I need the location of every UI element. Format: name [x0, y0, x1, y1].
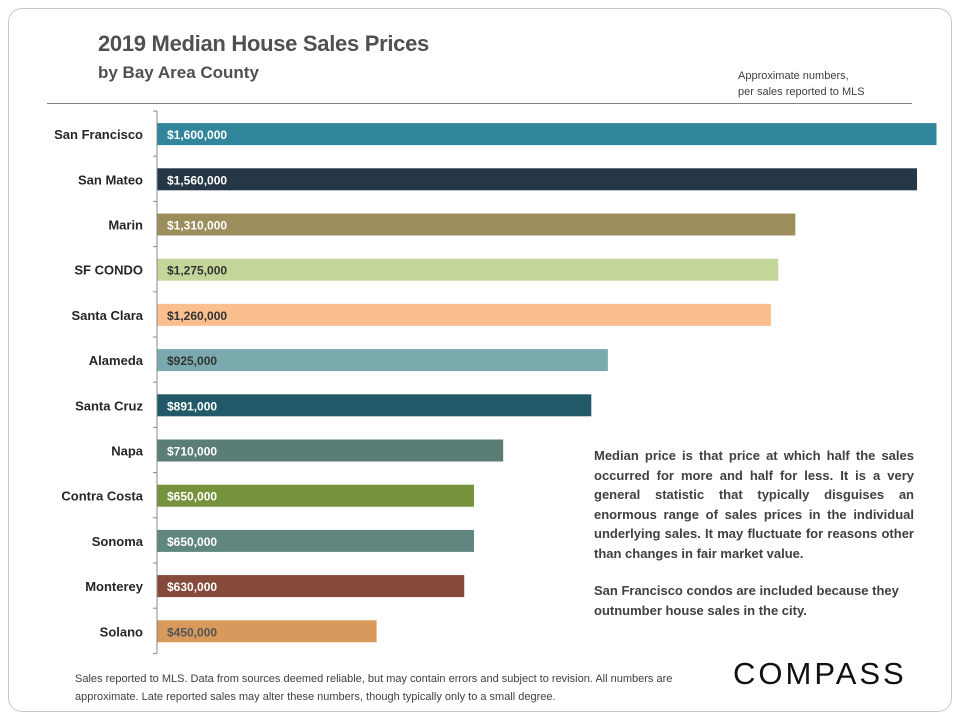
bar	[157, 213, 796, 236]
category-label: Solano	[100, 624, 143, 639]
bar	[157, 484, 474, 507]
data-label: $925,000	[167, 354, 217, 368]
bar	[157, 439, 504, 462]
category-label: Alameda	[89, 353, 144, 368]
data-label: $1,260,000	[167, 309, 227, 323]
category-label: Sonoma	[92, 534, 144, 549]
chart-note: Approximate numbers, per sales reported …	[738, 68, 865, 100]
note-line-2: per sales reported to MLS	[738, 86, 865, 98]
bar	[157, 394, 592, 417]
category-label: Santa Clara	[71, 308, 143, 323]
bar	[157, 575, 465, 598]
data-label: $710,000	[167, 445, 217, 459]
category-label: San Mateo	[78, 172, 143, 187]
category-label: Santa Cruz	[75, 398, 143, 413]
chart-title: 2019 Median House Sales Prices	[98, 31, 429, 56]
data-label: $630,000	[167, 580, 217, 594]
data-label: $1,600,000	[167, 128, 227, 142]
category-label: Marin	[108, 218, 143, 233]
category-label: Contra Costa	[61, 489, 143, 504]
footer-disclaimer: Sales reported to MLS. Data from sources…	[75, 673, 673, 703]
note-line-1: Approximate numbers,	[738, 70, 849, 82]
chart-subtitle: by Bay Area County	[98, 63, 259, 82]
explanation-text: Median price is that price at which half…	[594, 446, 914, 638]
explanation-paragraph-2: San Francisco condos are included becaus…	[594, 583, 899, 618]
data-label: $891,000	[167, 399, 217, 413]
bar	[157, 168, 918, 191]
category-label: Napa	[111, 444, 144, 459]
bar	[157, 620, 377, 643]
bar	[157, 258, 779, 281]
bar	[157, 123, 937, 146]
data-label: $650,000	[167, 535, 217, 549]
data-label: $450,000	[167, 625, 217, 639]
explanation-paragraph-1: Median price is that price at which half…	[594, 448, 914, 561]
category-label: San Francisco	[54, 127, 143, 142]
header-divider	[47, 103, 912, 104]
category-label: SF CONDO	[74, 263, 143, 278]
slide-frame	[8, 8, 952, 712]
data-label: $1,275,000	[167, 264, 227, 278]
bar	[157, 303, 771, 326]
bar	[157, 349, 608, 372]
data-label: $1,310,000	[167, 219, 227, 233]
category-label: Monterey	[85, 579, 144, 594]
compass-logo: COMPASS	[733, 656, 907, 691]
bar	[157, 529, 474, 552]
data-label: $1,560,000	[167, 173, 227, 187]
data-label: $650,000	[167, 490, 217, 504]
